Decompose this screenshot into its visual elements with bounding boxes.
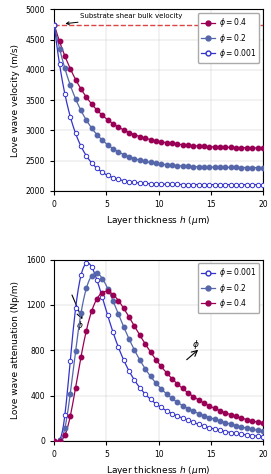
Legend: $\phi = 0.001$, $\phi = 0.2$, $\phi = 0.4$: $\phi = 0.001$, $\phi = 0.2$, $\phi = 0.… xyxy=(198,264,259,313)
X-axis label: Layer thickness $h$ ($\mu$m): Layer thickness $h$ ($\mu$m) xyxy=(106,214,211,228)
Y-axis label: Love wave velocity (m/s): Love wave velocity (m/s) xyxy=(11,44,20,156)
Text: $\phi$: $\phi$ xyxy=(76,319,83,331)
Text: $\phi$: $\phi$ xyxy=(192,338,199,351)
Text: Substrate shear bulk velocity: Substrate shear bulk velocity xyxy=(66,13,183,25)
X-axis label: Layer thickness $h$ ($\mu$m): Layer thickness $h$ ($\mu$m) xyxy=(106,465,211,474)
Legend: $\phi = 0.4$, $\phi = 0.2$, $\phi = 0.001$: $\phi = 0.4$, $\phi = 0.2$, $\phi = 0.00… xyxy=(198,13,259,63)
Y-axis label: Love wave attenuation (Np/m): Love wave attenuation (Np/m) xyxy=(11,281,20,419)
